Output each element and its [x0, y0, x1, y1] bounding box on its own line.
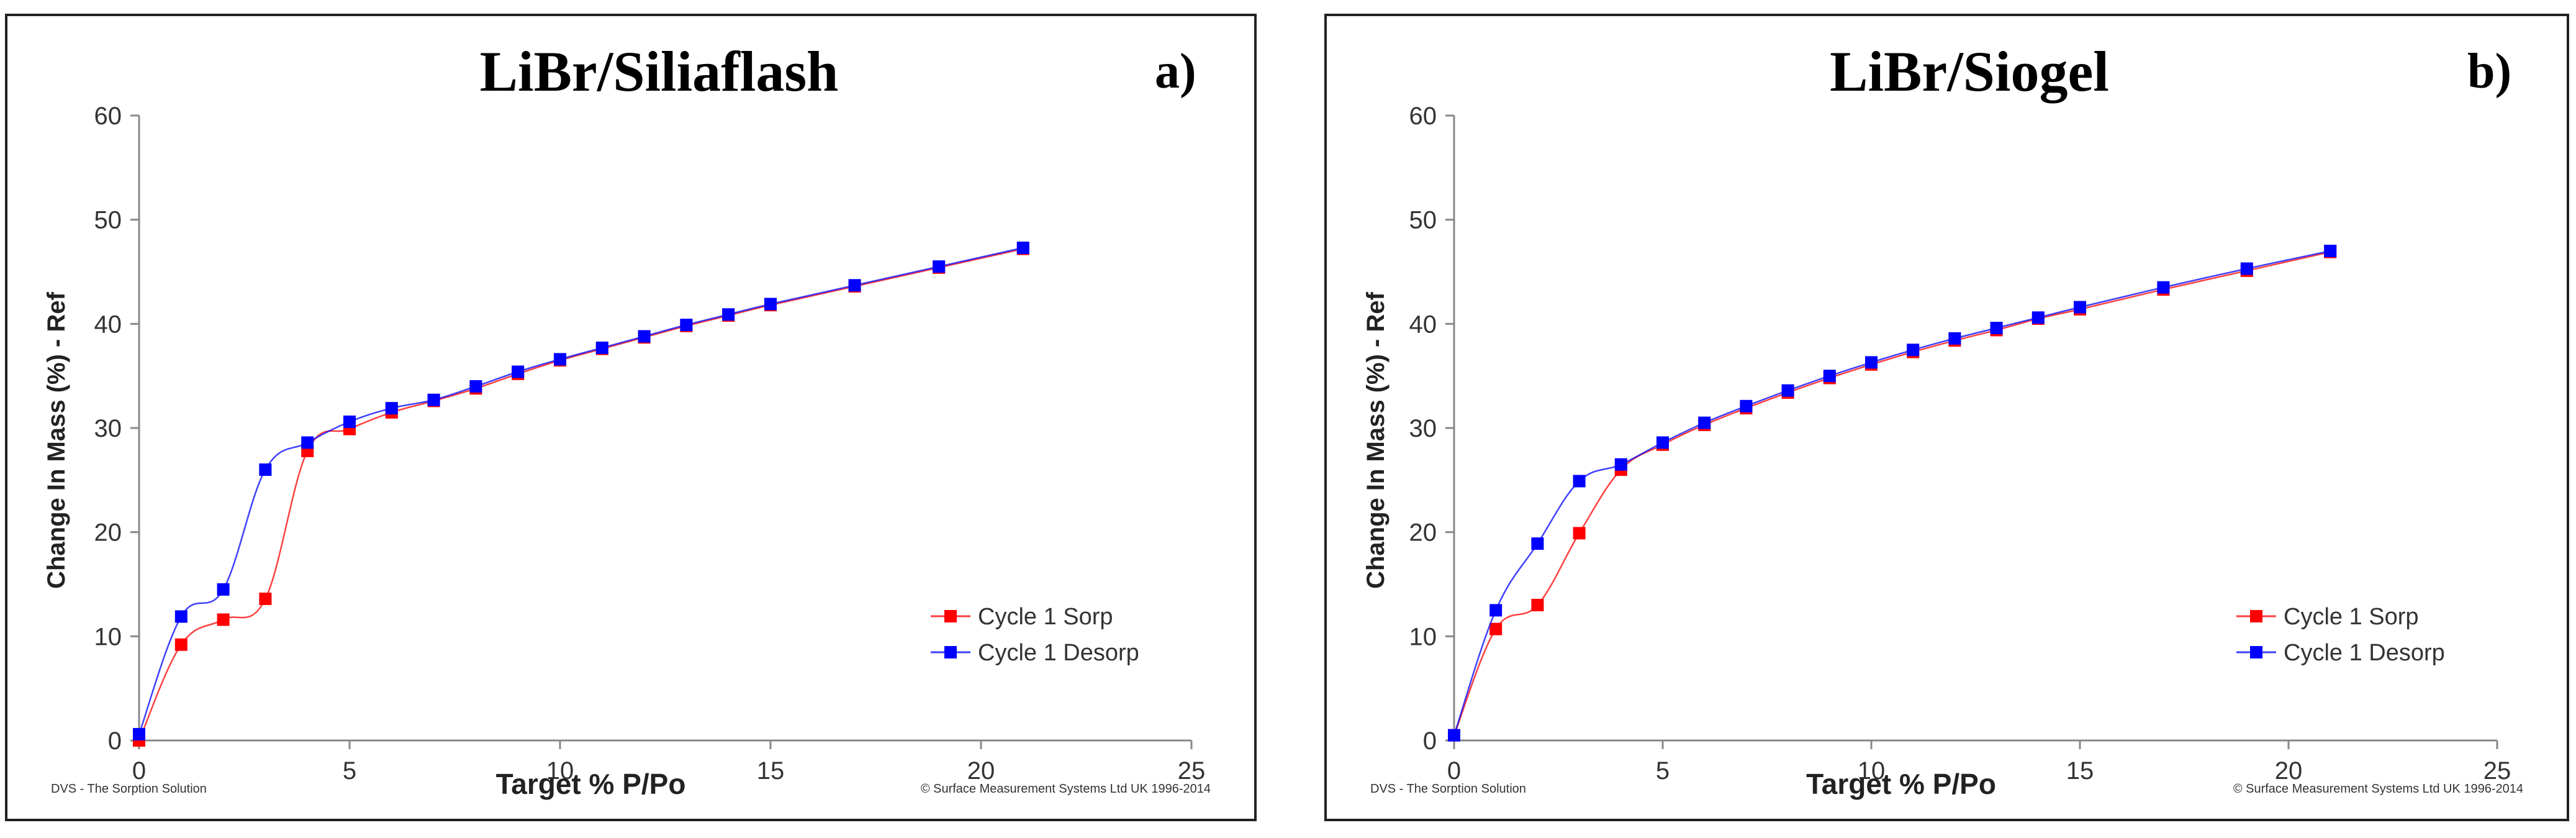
- chart-a-y-tick-label: 60: [94, 102, 122, 130]
- chart-b-series-1-point: [1740, 399, 1753, 412]
- chart-a-panel-label: a): [1155, 44, 1196, 99]
- chart-a-series-1-point: [933, 260, 946, 273]
- chart-a-y-tick-label: 30: [94, 415, 122, 442]
- chart-b-series-1-point: [1656, 436, 1669, 449]
- chart-panel-a: LiBr/Siliaflash a) 0 10 20 30 40 50 60 0 5 10 15 20 25…: [5, 14, 1257, 821]
- chart-b-footer-right: © Surface Measurement Systems Ltd UK 199…: [2233, 782, 2523, 796]
- chart-a-series-1-point: [133, 727, 145, 740]
- chart-a-series-1-point: [680, 319, 693, 332]
- chart-b-series-0-point: [1531, 599, 1544, 612]
- chart-b-x-tick-label: 5: [1656, 757, 1670, 785]
- chart-b-series-0-point: [1489, 622, 1503, 635]
- chart-b-legend-marker-1: [2250, 646, 2262, 658]
- chart-a-x-tick-label: 5: [343, 757, 356, 785]
- chart-a-y-tick-label: 20: [94, 519, 122, 547]
- chart-a-series-1-point: [259, 463, 272, 476]
- chart-a-series-0-line: [138, 248, 1024, 741]
- chart-b-series-1-point: [1489, 604, 1503, 617]
- chart-a-x-tick-label: 20: [967, 757, 995, 785]
- chart-b-x-axis-label: Target % P/Po: [1806, 768, 1996, 800]
- chart-a-series-1-point: [343, 415, 356, 428]
- chart-b-x-tick-label: 25: [2483, 757, 2511, 785]
- chart-a-series-0-point: [259, 592, 272, 605]
- chart-a-y-tick-label: 50: [94, 207, 122, 234]
- chart-b-series-0-point: [1573, 527, 1586, 540]
- chart-b-legend-label-1: Cycle 1 Desorp: [2284, 640, 2445, 666]
- chart-b-series-1-point: [2074, 301, 2086, 314]
- chart-b-series-1-point: [1698, 416, 1711, 429]
- chart-a-legend-label-1: Cycle 1 Desorp: [978, 640, 1139, 666]
- chart-a-legend-label-0: Cycle 1 Sorp: [978, 604, 1113, 630]
- chart-b-svg: LiBr/Siogel b) 0 10 20 30 40 50 60 0 5 10 15 20 25 Chan…: [1362, 40, 2523, 800]
- chart-a-title: LiBr/Siliaflash: [480, 40, 839, 103]
- chart-panel-b: LiBr/Siogel b) 0 10 20 30 40 50 60 0 5 10 15 20 25 Chan…: [1324, 14, 2569, 821]
- chart-a-series-1-point: [554, 353, 566, 366]
- chart-b-series-1-point: [2157, 281, 2170, 294]
- chart-a-series-1-point: [595, 341, 608, 354]
- chart-b-x-tick-label: 20: [2275, 757, 2303, 785]
- chart-a-series-1-point: [427, 393, 440, 406]
- chart-b-series-1-point: [2031, 311, 2045, 324]
- chart-a-footer-right: © Surface Measurement Systems Ltd UK 199…: [921, 782, 1211, 796]
- chart-b-series-0-line: [1453, 251, 2331, 736]
- chart-a-series-1-point: [512, 365, 525, 378]
- chart-a-series-0-point: [174, 638, 188, 651]
- chart-b-y-tick-label: 40: [1409, 311, 1437, 338]
- chart-a-y-axis-label: Change In Mass (%) - Ref: [43, 291, 70, 589]
- chart-b-y-tick-label: 10: [1409, 623, 1437, 650]
- chart-b-series-1-point: [1781, 384, 1794, 397]
- chart-a-y-tick-label: 10: [94, 623, 122, 650]
- chart-a-x-tick-label: 10: [546, 757, 574, 785]
- chart-b-title: LiBr/Siogel: [1830, 40, 2109, 103]
- chart-a-x-axis-label: Target % P/Po: [496, 768, 686, 800]
- chart-a-series-0-point: [217, 613, 230, 626]
- chart-a-x-tick-label: 0: [132, 757, 146, 785]
- chart-a-x-tick-label: 25: [1178, 757, 1206, 785]
- chart-a-series-1-point: [174, 610, 188, 623]
- chart-b-series-1-point: [1990, 322, 2003, 335]
- chart-b-y-tick-label: 60: [1409, 102, 1437, 130]
- chart-b-legend-marker-0: [2250, 610, 2262, 622]
- chart-b-x-tick-label: 0: [1447, 757, 1461, 785]
- chart-b-series-1-point: [1614, 458, 1627, 471]
- chart-a-legend-marker-0: [944, 610, 957, 622]
- chart-a-y-tick-label: 40: [94, 311, 122, 338]
- chart-a-series-1-point: [469, 380, 482, 393]
- chart-b-series-1-point: [2324, 244, 2337, 257]
- chart-a-y-tick-label: 0: [108, 727, 122, 755]
- chart-a-series-1-point: [217, 583, 230, 596]
- chart-a-footer-left: DVS - The Sorption Solution: [51, 782, 207, 796]
- chart-b-y-tick-label: 20: [1409, 519, 1437, 547]
- chart-b-series-1-point: [1948, 332, 1961, 345]
- chart-a-series-1-point: [301, 436, 314, 449]
- chart-b-x-tick-label: 10: [1858, 757, 1886, 785]
- chart-a-series-1-point: [638, 330, 651, 343]
- chart-a-svg: LiBr/Siliaflash a) 0 10 20 30 40 50 60 0 5 10 15 20 25…: [43, 40, 1211, 800]
- chart-b-series-1-point: [1865, 356, 1878, 369]
- chart-b-x-tick-label: 15: [2066, 757, 2094, 785]
- chart-b-series-1-point: [2240, 262, 2253, 275]
- chart-b-y-tick-label: 50: [1409, 207, 1437, 234]
- chart-a-series-1-point: [385, 402, 398, 415]
- chart-a-series-1-point: [1016, 241, 1029, 254]
- chart-b-y-tick-label: 30: [1409, 415, 1437, 442]
- chart-a-series-1-line: [138, 247, 1024, 735]
- chart-b-panel-label: b): [2467, 44, 2511, 99]
- chart-b-series-1-point: [1573, 475, 1586, 488]
- chart-a-series-1-point: [722, 308, 735, 321]
- chart-b-series-1-line: [1453, 250, 2331, 736]
- chart-b-footer-left: DVS - The Sorption Solution: [1370, 782, 1526, 796]
- chart-a-legend-marker-1: [944, 646, 957, 658]
- chart-a-series-1-point: [764, 298, 777, 311]
- chart-a-series-1-point: [848, 279, 861, 292]
- chart-b-y-tick-label: 0: [1423, 727, 1437, 755]
- chart-b-series-1-point: [1907, 344, 1920, 357]
- chart-b-series-1-point: [1448, 729, 1460, 742]
- chart-b-series-1-point: [1531, 537, 1544, 550]
- chart-b-series-1-point: [1823, 370, 1836, 383]
- chart-a-x-tick-label: 15: [757, 757, 785, 785]
- chart-b-y-axis-label: Change In Mass (%) - Ref: [1362, 291, 1390, 589]
- chart-b-legend-label-0: Cycle 1 Sorp: [2284, 604, 2419, 630]
